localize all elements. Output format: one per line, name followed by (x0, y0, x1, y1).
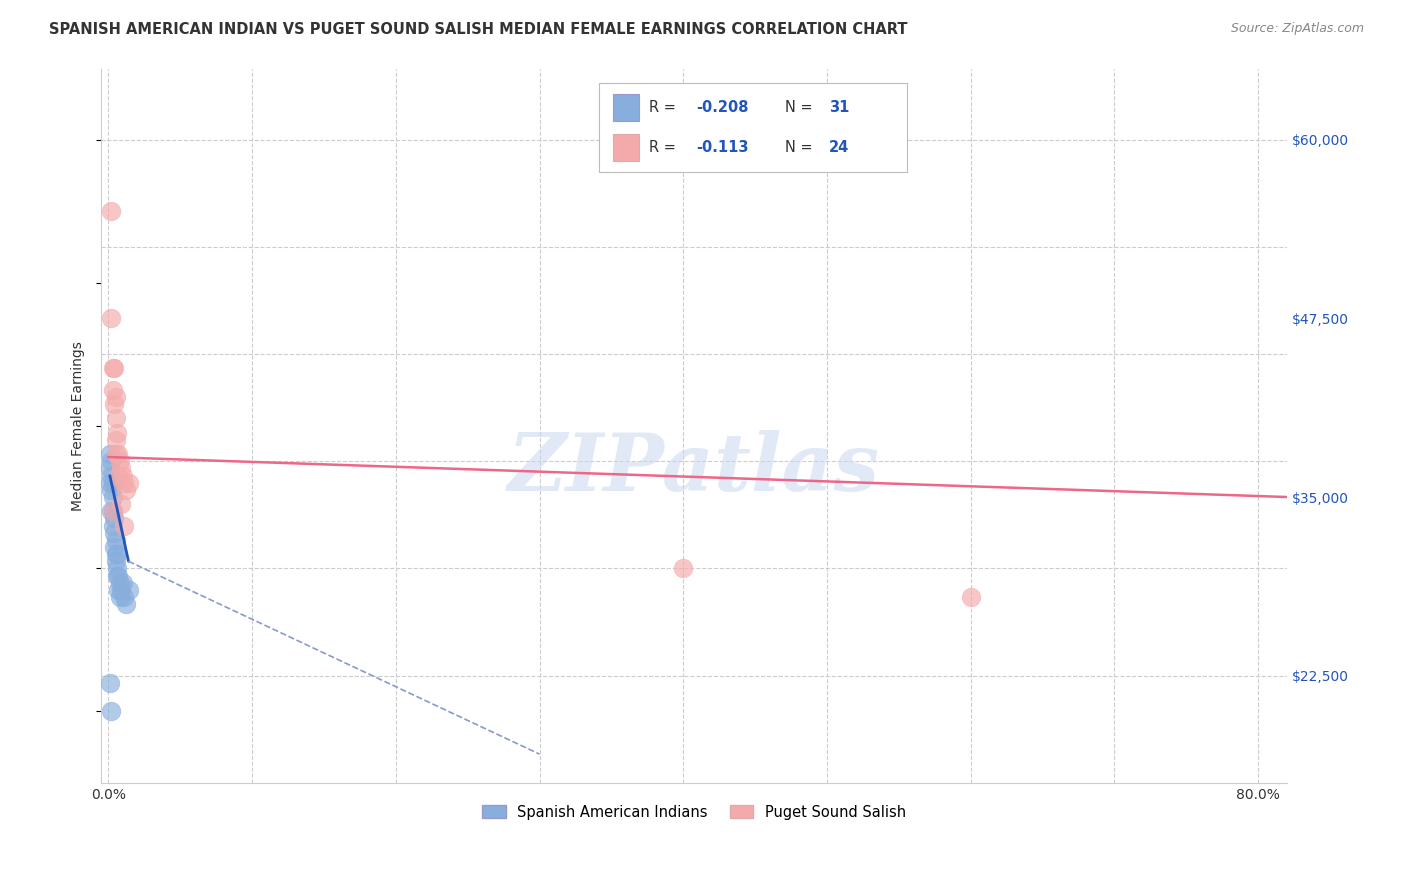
Point (98, 475, 121, 490)
Point (101, 361, 124, 376)
Point (112, 475, 135, 490)
Point (112, 590, 135, 604)
Point (107, 468, 129, 483)
Point (100, 311, 122, 326)
Text: 24: 24 (830, 139, 849, 154)
Text: R =: R = (650, 139, 681, 154)
Point (108, 575, 131, 590)
Point (111, 575, 134, 590)
Point (104, 533, 127, 547)
Point (114, 597, 136, 611)
Point (110, 497, 132, 511)
Point (100, 454, 122, 468)
Text: -0.208: -0.208 (696, 100, 749, 115)
Bar (613, 134, 640, 161)
Point (672, 561, 695, 575)
Text: -0.113: -0.113 (696, 139, 749, 154)
Legend: Spanish American Indians, Puget Sound Salish: Spanish American Indians, Puget Sound Sa… (477, 798, 911, 825)
Point (104, 411, 127, 425)
Point (100, 704, 122, 718)
Point (111, 468, 134, 483)
Point (105, 568, 128, 582)
Point (959, 590, 981, 604)
Point (100, 504, 122, 518)
Point (107, 447, 129, 461)
Point (101, 504, 124, 518)
FancyBboxPatch shape (599, 83, 907, 172)
Y-axis label: Median Female Earnings: Median Female Earnings (72, 341, 86, 510)
Point (100, 204, 122, 219)
Point (117, 582, 139, 597)
Point (114, 483, 136, 497)
Point (98, 675, 121, 690)
Point (104, 554, 127, 568)
Point (110, 461, 132, 475)
Point (105, 425, 128, 440)
Text: R =: R = (650, 100, 681, 115)
Point (105, 547, 128, 561)
Point (101, 490, 124, 504)
Point (100, 483, 122, 497)
Point (101, 518, 124, 533)
Point (100, 468, 122, 483)
Bar (613, 95, 640, 121)
Point (103, 361, 125, 376)
Point (108, 454, 131, 468)
Point (101, 504, 124, 518)
Text: SPANISH AMERICAN INDIAN VS PUGET SOUND SALISH MEDIAN FEMALE EARNINGS CORRELATION: SPANISH AMERICAN INDIAN VS PUGET SOUND S… (49, 22, 908, 37)
Text: N =: N = (786, 100, 817, 115)
Point (101, 475, 124, 490)
Point (108, 590, 131, 604)
Text: 31: 31 (830, 100, 849, 115)
Point (98, 461, 121, 475)
Text: N =: N = (786, 139, 817, 154)
Point (98, 447, 121, 461)
Point (104, 433, 127, 447)
Point (117, 475, 139, 490)
Point (107, 568, 129, 582)
Point (110, 582, 132, 597)
Point (103, 397, 125, 411)
Point (104, 547, 127, 561)
Point (103, 511, 125, 525)
Point (101, 383, 124, 397)
Text: Source: ZipAtlas.com: Source: ZipAtlas.com (1230, 22, 1364, 36)
Point (103, 525, 125, 540)
Point (104, 447, 127, 461)
Point (104, 390, 127, 404)
Point (107, 582, 129, 597)
Point (103, 540, 125, 554)
Text: ZIPatlas: ZIPatlas (508, 430, 880, 508)
Point (105, 561, 128, 575)
Point (112, 518, 135, 533)
